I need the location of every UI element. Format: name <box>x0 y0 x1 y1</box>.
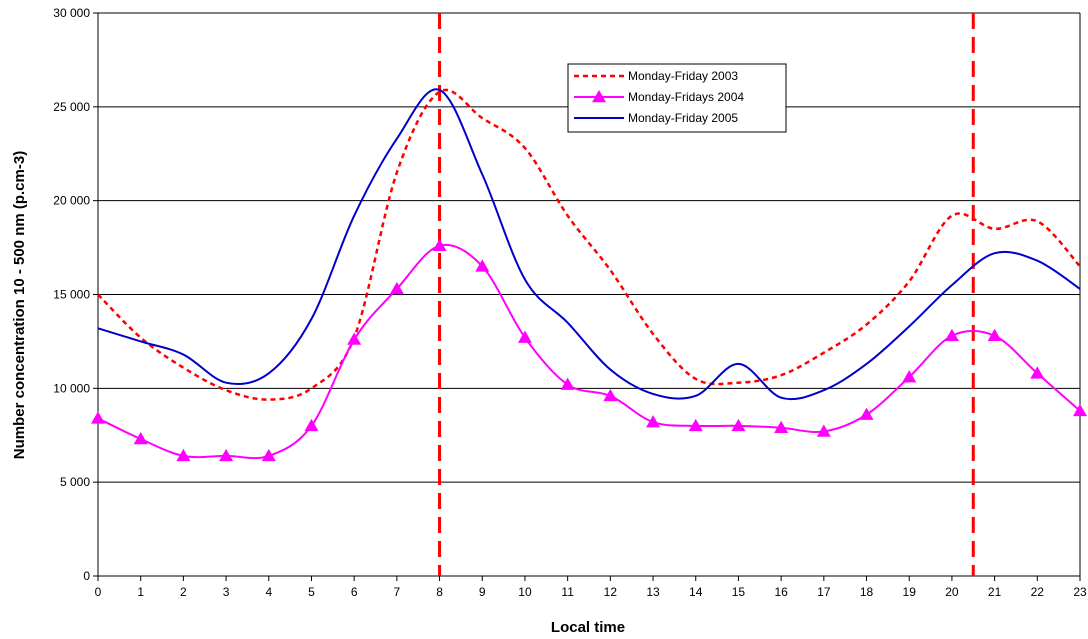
x-tick-label: 0 <box>95 585 102 599</box>
y-tick-labels: 0 5 000 10 000 15 000 20 000 25 000 30 000 <box>53 6 90 583</box>
x-tick-label: 3 <box>223 585 230 599</box>
data-point-marker <box>347 332 362 345</box>
data-point-marker <box>688 418 703 432</box>
x-tick-label: 1 <box>137 585 144 599</box>
data-point-marker <box>859 407 874 420</box>
data-point-marker <box>902 370 917 383</box>
y-tick-label: 10 000 <box>53 381 90 395</box>
x-tick-label: 9 <box>479 585 486 599</box>
data-point-marker <box>1073 403 1087 417</box>
series-line-2 <box>97 243 1081 460</box>
x-tick-label: 15 <box>732 585 746 599</box>
data-point-marker <box>731 418 746 432</box>
data-point-marker <box>816 424 831 437</box>
y-axis-label: Number concentration 10 - 500 nm (p.cm-3… <box>11 151 28 459</box>
x-tick-label: 4 <box>265 585 272 599</box>
x-tick-label: 19 <box>903 585 917 599</box>
x-tick-label: 10 <box>518 585 532 599</box>
data-point-marker <box>389 281 404 295</box>
legend-label: Monday-Friday 2005 <box>628 111 738 125</box>
legend: Monday-Friday 2003 Monday-Fridays 2004 Mon… <box>567 63 787 133</box>
data-point-marker <box>560 377 575 390</box>
x-tick-label: 18 <box>860 585 874 599</box>
legend-label: Monday-Friday 2003 <box>628 69 738 83</box>
x-axis-label: Local time <box>551 619 625 636</box>
x-tick-label: 14 <box>689 585 703 599</box>
x-tick-label: 22 <box>1031 585 1045 599</box>
data-point-marker <box>987 328 1002 342</box>
data-point-marker <box>304 418 319 432</box>
x-tick-label: 21 <box>988 585 1002 599</box>
legend-marker <box>592 90 606 103</box>
series-line-3 <box>97 88 1081 401</box>
y-tick-label: 30 000 <box>53 6 90 20</box>
x-tick-label: 20 <box>945 585 959 599</box>
x-tick-label: 17 <box>817 585 831 599</box>
data-point-marker <box>176 448 191 462</box>
y-tick-label: 20 000 <box>53 194 90 208</box>
x-tick-label: 2 <box>180 585 187 599</box>
x-tick-label: 13 <box>646 585 660 599</box>
x-tick-label: 12 <box>604 585 618 599</box>
x-tick-label: 11 <box>561 585 574 599</box>
data-point-marker <box>517 330 532 343</box>
series-lines <box>91 88 1087 462</box>
data-point-marker <box>133 432 148 445</box>
y-tick-label: 0 <box>83 569 90 583</box>
data-point-marker <box>219 448 234 462</box>
data-point-marker <box>261 448 276 462</box>
data-point-marker <box>91 411 105 424</box>
x-tick-label: 8 <box>436 585 443 599</box>
x-tick-labels: 0 1 2 3 4 5 6 7 8 9 10 11 12 13 14 15 16 17 18 19 20 21 22 23 <box>95 585 1087 599</box>
y-tick-label: 25 000 <box>53 100 90 114</box>
x-tick-label: 16 <box>774 585 788 599</box>
x-tick-label: 23 <box>1073 585 1087 599</box>
x-tick-label: 5 <box>308 585 315 599</box>
x-tick-label: 6 <box>351 585 358 599</box>
y-tick-label: 15 000 <box>53 288 90 302</box>
data-point-marker <box>944 328 959 342</box>
data-point-marker <box>774 420 789 433</box>
x-tick-label: 7 <box>394 585 401 599</box>
legend-label: Monday-Fridays 2004 <box>628 90 744 104</box>
data-point-marker <box>475 259 490 272</box>
data-point-marker <box>1030 366 1045 379</box>
data-point-marker <box>432 238 447 251</box>
data-point-marker <box>646 415 661 428</box>
series-line-1 <box>97 88 1081 401</box>
y-tick-label: 5 000 <box>60 475 90 489</box>
vertical-markers <box>438 13 975 576</box>
data-point-marker <box>603 388 618 402</box>
